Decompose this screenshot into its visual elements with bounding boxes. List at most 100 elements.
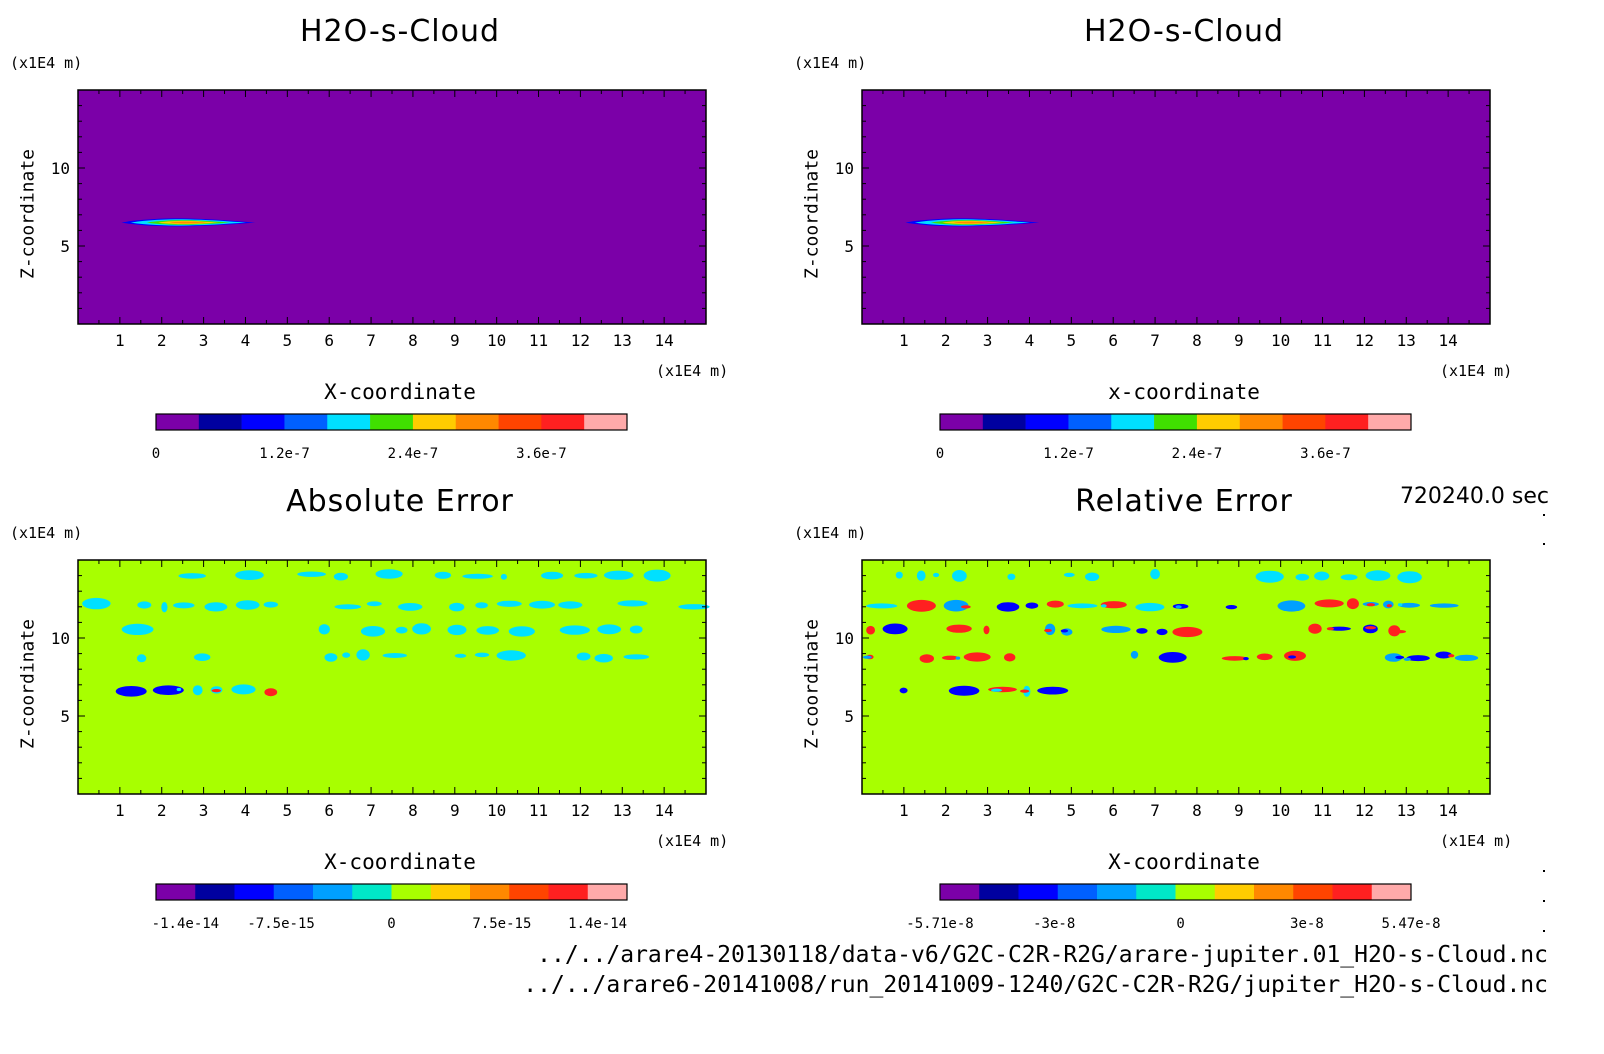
x-tick-label: 10 bbox=[487, 331, 506, 350]
error-blob bbox=[1346, 598, 1359, 610]
colorbar-swatch bbox=[509, 884, 549, 900]
error-blob bbox=[1044, 628, 1052, 633]
error-blob bbox=[1046, 600, 1064, 608]
colorbar-swatch bbox=[1254, 884, 1294, 900]
error-blob bbox=[1403, 657, 1411, 661]
error-blob bbox=[1284, 650, 1306, 661]
error-blob bbox=[137, 601, 152, 609]
colorbar-swatch bbox=[327, 414, 371, 430]
colorbar-swatch bbox=[455, 414, 499, 430]
colorbar-swatch bbox=[584, 414, 628, 430]
error-blob bbox=[1067, 603, 1098, 609]
error-blob bbox=[1340, 574, 1358, 581]
x-tick-label: 13 bbox=[1397, 801, 1416, 820]
error-blob bbox=[264, 688, 278, 697]
error-blob bbox=[1007, 573, 1016, 580]
error-band bbox=[115, 684, 278, 697]
error-blob bbox=[449, 602, 465, 612]
cloud-contour bbox=[953, 221, 992, 224]
x-tick-label: 14 bbox=[1439, 801, 1458, 820]
x-tick-label: 8 bbox=[408, 331, 418, 350]
colorbar-tick-label: 3.6e-7 bbox=[1300, 446, 1351, 462]
colorbar-swatch bbox=[195, 884, 235, 900]
x-tick-label: 1 bbox=[899, 801, 909, 820]
error-blob bbox=[919, 654, 934, 663]
error-blob bbox=[1314, 571, 1330, 581]
colorbar-swatch bbox=[982, 414, 1026, 430]
error-blob bbox=[594, 653, 613, 663]
colorbar-swatch bbox=[1097, 884, 1137, 900]
x-tick-label: 7 bbox=[366, 331, 376, 350]
error-blob bbox=[541, 571, 564, 580]
error-blob bbox=[1136, 628, 1148, 634]
colorbar-swatch bbox=[156, 884, 196, 900]
x-tick-label: 10 bbox=[487, 801, 506, 820]
x-axis-label: x-coordinate bbox=[1108, 380, 1260, 404]
chart-title: H2O-s-Cloud bbox=[299, 14, 501, 49]
error-blob bbox=[1295, 573, 1310, 581]
error-blob bbox=[1429, 603, 1459, 608]
plot-background bbox=[78, 90, 706, 324]
x-tick-label: 5 bbox=[283, 331, 293, 350]
y-tick-label: 5 bbox=[60, 237, 70, 256]
x-tick-label: 9 bbox=[450, 331, 460, 350]
x-axis-label: X-coordinate bbox=[324, 850, 476, 874]
colorbar-tick-label: 0 bbox=[935, 446, 945, 462]
error-blob bbox=[597, 624, 622, 635]
chart-title: Absolute Error bbox=[286, 484, 514, 519]
error-blob bbox=[899, 687, 908, 694]
error-blob bbox=[231, 684, 256, 695]
colorbar-swatch bbox=[156, 414, 200, 430]
colorbar-swatch bbox=[470, 884, 510, 900]
error-band bbox=[866, 598, 1459, 612]
error-blob bbox=[235, 600, 260, 610]
error-band bbox=[895, 568, 1422, 584]
x-tick-label: 1 bbox=[115, 331, 125, 350]
colorbar-tick-label: 3e-8 bbox=[1290, 916, 1324, 932]
panel-cloud-new: H2O-s-Cloud (x1E4 m) (x1E4 m) Z-coordinate x… bbox=[784, 0, 1564, 470]
error-blob bbox=[356, 649, 370, 661]
error-blob bbox=[866, 625, 875, 635]
error-blob bbox=[1037, 686, 1069, 695]
error-blob bbox=[1395, 655, 1405, 659]
colorbar-frame bbox=[155, 413, 628, 431]
colorbar-swatch bbox=[430, 884, 471, 900]
error-blob bbox=[1256, 653, 1273, 661]
error-blob bbox=[1255, 570, 1284, 583]
colorbar-swatch bbox=[313, 884, 353, 900]
x-tick-label: 11 bbox=[529, 801, 548, 820]
error-band bbox=[82, 597, 710, 613]
error-blob bbox=[475, 602, 488, 609]
error-blob bbox=[297, 571, 326, 577]
x-tick-label: 11 bbox=[1313, 801, 1332, 820]
error-blob bbox=[1130, 650, 1139, 659]
x-tick-label: 2 bbox=[157, 801, 167, 820]
x-tick-label: 13 bbox=[613, 331, 632, 350]
colorbar-frame bbox=[155, 883, 628, 901]
error-blob bbox=[1314, 599, 1344, 608]
x-tick-label: 11 bbox=[529, 331, 548, 350]
colorbar-swatch bbox=[198, 414, 242, 430]
x-tick-label: 4 bbox=[241, 801, 251, 820]
x-axis-unit: (x1E4 m) bbox=[656, 362, 729, 380]
plot-background bbox=[78, 560, 706, 794]
colorbar-swatch bbox=[273, 884, 314, 900]
colorbar-tick-label: 5.47e-8 bbox=[1381, 916, 1441, 932]
colorbar-swatch bbox=[1368, 414, 1412, 430]
colorbar-tick-label: 1.2e-7 bbox=[259, 446, 310, 462]
error-blob bbox=[882, 623, 908, 635]
error-blob bbox=[1308, 623, 1322, 634]
x-tick-label: 7 bbox=[366, 801, 376, 820]
error-blob bbox=[121, 623, 154, 635]
colorbar-tick-label: 1.4e-14 bbox=[568, 916, 628, 932]
error-blob bbox=[933, 572, 940, 578]
x-tick-label: 9 bbox=[1234, 801, 1244, 820]
error-blob bbox=[1158, 652, 1187, 663]
error-blob bbox=[942, 655, 959, 660]
error-blob bbox=[1384, 653, 1403, 662]
colorbar-swatch bbox=[352, 884, 392, 900]
y-axis-unit: (x1E4 m) bbox=[10, 524, 83, 542]
colorbar-frame bbox=[939, 413, 1412, 431]
margin-dot bbox=[1543, 543, 1545, 545]
error-blob bbox=[395, 626, 408, 634]
